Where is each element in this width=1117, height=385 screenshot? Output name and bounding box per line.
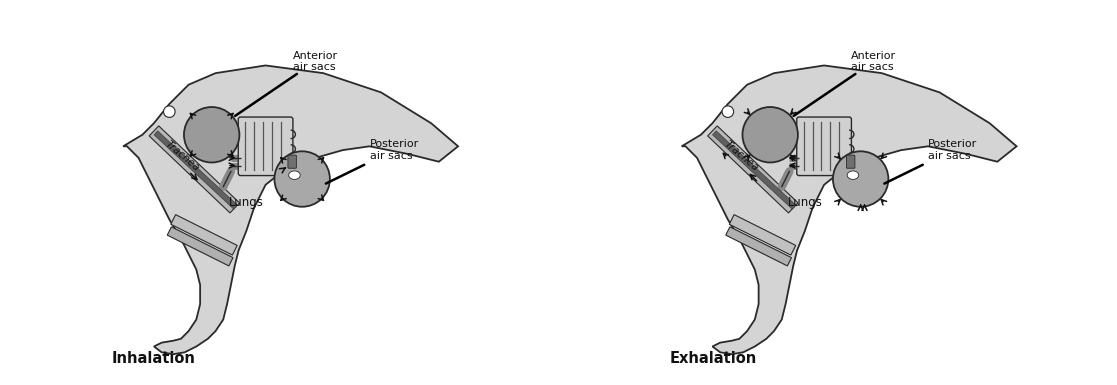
FancyBboxPatch shape — [288, 155, 296, 168]
Text: Inhalation: Inhalation — [112, 351, 195, 366]
Polygon shape — [154, 131, 238, 209]
FancyBboxPatch shape — [238, 117, 293, 176]
Circle shape — [184, 107, 239, 162]
Circle shape — [833, 151, 888, 207]
Text: Trachea: Trachea — [164, 139, 202, 173]
Polygon shape — [681, 65, 1016, 354]
Ellipse shape — [288, 171, 300, 179]
Text: Anterior
air sacs: Anterior air sacs — [794, 51, 896, 116]
Circle shape — [163, 106, 175, 117]
Text: Trachea: Trachea — [723, 139, 761, 173]
Circle shape — [743, 107, 798, 162]
Polygon shape — [708, 126, 798, 213]
FancyBboxPatch shape — [796, 117, 851, 176]
Text: Lungs: Lungs — [229, 196, 264, 209]
FancyBboxPatch shape — [847, 155, 855, 168]
Ellipse shape — [847, 171, 859, 179]
Polygon shape — [171, 214, 237, 255]
Circle shape — [275, 151, 330, 207]
Polygon shape — [726, 227, 792, 266]
Polygon shape — [713, 131, 796, 209]
Text: Lungs: Lungs — [787, 196, 822, 209]
Circle shape — [722, 106, 734, 117]
Text: Exhalation: Exhalation — [670, 351, 757, 366]
Polygon shape — [123, 65, 458, 354]
Polygon shape — [168, 227, 233, 266]
Text: Anterior
air sacs: Anterior air sacs — [236, 51, 337, 116]
Polygon shape — [150, 126, 239, 213]
Text: Posterior
air sacs: Posterior air sacs — [326, 139, 419, 184]
Text: Posterior
air sacs: Posterior air sacs — [885, 139, 977, 184]
Polygon shape — [729, 214, 795, 255]
